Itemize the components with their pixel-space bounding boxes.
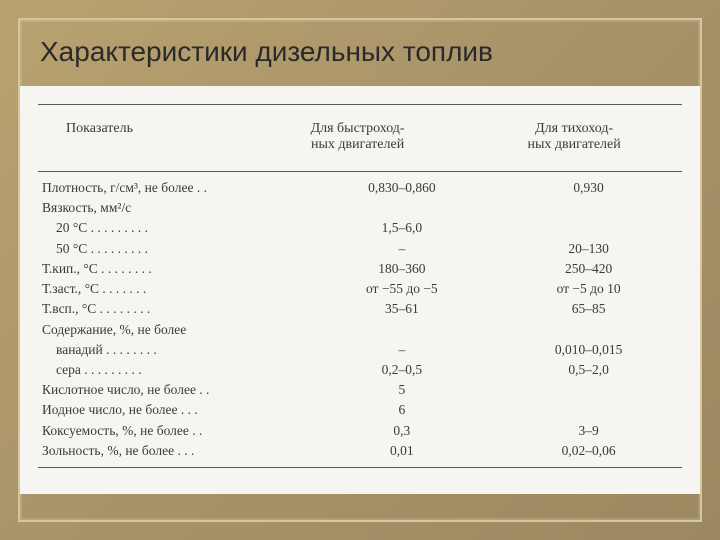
cell-label: Содержание, %, не более	[38, 320, 308, 340]
cell-slow: 0,5–2,0	[495, 360, 682, 380]
cell-slow	[495, 320, 682, 340]
table-row: Содержание, %, не более	[38, 320, 682, 340]
cell-slow: 0,02–0,06	[495, 441, 682, 461]
table-row: сера . . . . . . . . .0,2–0,50,5–2,0	[38, 360, 682, 380]
table-row: ванадий . . . . . . . .–0,010–0,015	[38, 340, 682, 360]
cell-slow	[495, 218, 682, 238]
cell-fast	[308, 320, 495, 340]
table-row: Вязкость, мм²/с	[38, 198, 682, 218]
cell-fast: 0,2–0,5	[308, 360, 495, 380]
cell-slow: 3–9	[495, 421, 682, 441]
cell-label: сера . . . . . . . . .	[38, 360, 308, 380]
col-header-slow-l1: Для тихоход-	[535, 121, 613, 136]
table-paper: Показатель Для быстроход- ных двигателей…	[20, 86, 700, 494]
cell-label: 20 °С . . . . . . . . .	[38, 218, 308, 238]
table-row: Коксуемость, %, не более . .0,33–9	[38, 421, 682, 441]
col-header-fast: Для быстроход- ных двигателей	[249, 111, 466, 165]
table-row: Плотность, г/см³, не более . .0,830–0,86…	[38, 178, 682, 198]
table-row: Т.всп., °С . . . . . . . .35–6165–85	[38, 299, 682, 319]
rule-bottom	[38, 467, 682, 468]
cell-label: Вязкость, мм²/с	[38, 198, 308, 218]
table-row: 20 °С . . . . . . . . .1,5–6,0	[38, 218, 682, 238]
cell-label: 50 °С . . . . . . . . .	[38, 239, 308, 259]
table-row: Т.заст., °С . . . . . . .от −55 до −5от …	[38, 279, 682, 299]
col-header-fast-l2: ных двигателей	[311, 137, 404, 152]
cell-fast: 0,3	[308, 421, 495, 441]
cell-slow: 250–420	[495, 259, 682, 279]
cell-label: Кислотное число, не более . .	[38, 380, 308, 400]
cell-slow	[495, 198, 682, 218]
cell-slow: 0,930	[495, 178, 682, 198]
cell-label: Плотность, г/см³, не более . .	[38, 178, 308, 198]
cell-slow: 0,010–0,015	[495, 340, 682, 360]
table-head: Показатель Для быстроход- ных двигателей…	[38, 111, 682, 165]
cell-fast: 35–61	[308, 299, 495, 319]
cell-slow	[495, 400, 682, 420]
cell-fast: –	[308, 340, 495, 360]
table-row: Зольность, %, не более . . .0,010,02–0,0…	[38, 441, 682, 461]
cell-slow: 20–130	[495, 239, 682, 259]
cell-slow: 65–85	[495, 299, 682, 319]
cell-fast: –	[308, 239, 495, 259]
table-row: 50 °С . . . . . . . . .–20–130	[38, 239, 682, 259]
cell-fast	[308, 198, 495, 218]
cell-fast: 6	[308, 400, 495, 420]
cell-fast: 1,5–6,0	[308, 218, 495, 238]
table-row: Иодное число, не более . . .6	[38, 400, 682, 420]
slide-title: Характеристики дизельных топлив	[20, 36, 700, 68]
cell-label: Т.заст., °С . . . . . . .	[38, 279, 308, 299]
slide-frame: Характеристики дизельных топлив Показате…	[18, 18, 702, 522]
cell-slow: от −5 до 10	[495, 279, 682, 299]
col-header-indicator: Показатель	[38, 111, 249, 165]
diesel-table-body: Плотность, г/см³, не более . .0,830–0,86…	[38, 178, 682, 461]
cell-label: Коксуемость, %, не более . .	[38, 421, 308, 441]
cell-slow	[495, 380, 682, 400]
cell-fast: 180–360	[308, 259, 495, 279]
col-header-fast-l1: Для быстроход-	[311, 121, 405, 136]
rule-mid	[38, 171, 682, 172]
table-body: Плотность, г/см³, не более . .0,830–0,86…	[38, 178, 682, 461]
cell-label: Зольность, %, не более . . .	[38, 441, 308, 461]
rule-top	[38, 104, 682, 105]
cell-fast: 0,01	[308, 441, 495, 461]
cell-label: ванадий . . . . . . . .	[38, 340, 308, 360]
cell-fast: 0,830–0,860	[308, 178, 495, 198]
cell-label: Т.кип., °С . . . . . . . .	[38, 259, 308, 279]
cell-label: Т.всп., °С . . . . . . . .	[38, 299, 308, 319]
cell-label: Иодное число, не более . . .	[38, 400, 308, 420]
col-header-slow-l2: ных двигателей	[528, 137, 621, 152]
diesel-table: Показатель Для быстроход- ных двигателей…	[38, 111, 682, 165]
cell-fast: 5	[308, 380, 495, 400]
cell-fast: от −55 до −5	[308, 279, 495, 299]
table-row: Т.кип., °С . . . . . . . .180–360250–420	[38, 259, 682, 279]
table-row: Кислотное число, не более . .5	[38, 380, 682, 400]
col-header-slow: Для тихоход- ных двигателей	[466, 111, 682, 165]
